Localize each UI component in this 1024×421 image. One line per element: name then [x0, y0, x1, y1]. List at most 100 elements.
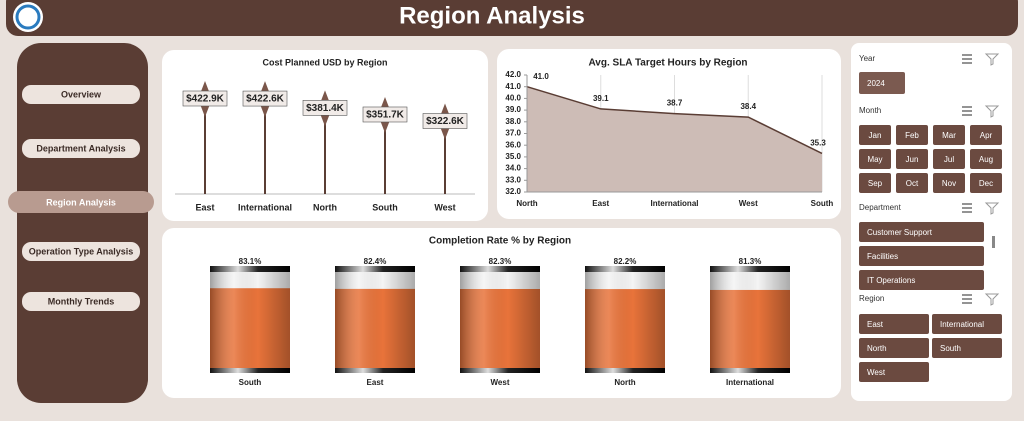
clear-filter-icon[interactable]	[984, 105, 1000, 118]
y-tick-label: 41.0	[505, 82, 521, 91]
clear-filter-icon[interactable]	[984, 53, 1000, 66]
value-label-box	[302, 100, 348, 116]
x-tick-label: South	[811, 199, 834, 208]
multi-select-icon[interactable]	[962, 294, 972, 304]
chart-title: Cost Planned USD by Region	[262, 57, 387, 67]
x-tick-label: North	[313, 202, 337, 212]
slicer-button[interactable]	[859, 246, 984, 266]
slicer-item: Sep	[868, 179, 883, 188]
value-label-box	[422, 113, 468, 129]
x-tick-label: East	[367, 378, 384, 387]
slicer-title: Year	[859, 54, 876, 63]
clear-filter-icon[interactable]	[984, 293, 1000, 306]
slicer-title: Region	[859, 294, 884, 303]
slicer-button[interactable]	[933, 125, 965, 145]
x-tick-label: West	[434, 202, 455, 212]
chart-title: Completion Rate % by Region	[429, 236, 571, 247]
slicer-item: Jan	[869, 131, 882, 140]
multi-select-icon[interactable]	[962, 203, 972, 213]
slicer-button[interactable]	[970, 125, 1002, 145]
y-tick-label: 34.0	[505, 164, 521, 173]
slicer-button[interactable]	[859, 222, 984, 242]
nav-button[interactable]	[8, 191, 154, 213]
x-tick-label: International	[726, 378, 774, 387]
y-tick-label: 33.0	[505, 175, 521, 184]
slicer-item: Nov	[942, 179, 956, 188]
value-label: 38.7	[667, 99, 683, 108]
x-tick-label: West	[491, 378, 510, 387]
slicer-item: Feb	[905, 131, 919, 140]
slicer-item: Facilities	[867, 252, 898, 261]
area	[527, 86, 822, 192]
nav-button[interactable]	[22, 292, 140, 311]
clear-filter-icon[interactable]	[984, 202, 1000, 215]
x-tick-label: East	[195, 202, 214, 212]
value-label: 35.3	[810, 138, 826, 147]
y-tick-label: 36.0	[505, 140, 521, 149]
slicer-button[interactable]	[970, 173, 1002, 193]
slicer-item: North	[867, 344, 887, 353]
value-label: $322.6K	[426, 116, 465, 127]
header-bar	[6, 0, 1018, 36]
slicer-button[interactable]	[859, 125, 891, 145]
value-label: 82.3%	[489, 257, 512, 266]
cylinder-cap	[710, 266, 790, 272]
slicer-item: Apr	[980, 131, 993, 140]
x-tick-label: International	[650, 199, 698, 208]
nav-label: Overview	[61, 89, 102, 99]
scrollbar	[992, 236, 995, 248]
slicer-button[interactable]	[859, 72, 905, 94]
nav-panel	[17, 43, 148, 403]
cylinder-shade	[460, 272, 540, 368]
cylinder-base	[210, 368, 290, 373]
slicer-button[interactable]	[859, 270, 984, 290]
slicer-item: Dec	[979, 179, 993, 188]
y-tick-label: 40.0	[505, 94, 521, 103]
y-tick-label: 37.0	[505, 129, 521, 138]
multi-select-icon[interactable]	[962, 106, 972, 116]
slicer-button[interactable]	[970, 149, 1002, 169]
value-label: 38.4	[740, 102, 756, 111]
nav-label: Monthly Trends	[48, 296, 115, 306]
value-label: 82.2%	[614, 257, 637, 266]
slicer-button[interactable]	[859, 338, 929, 358]
cylinder-shade	[335, 272, 415, 368]
value-label: $422.9K	[186, 94, 225, 105]
slicer-button[interactable]	[896, 125, 928, 145]
slicer-item: South	[940, 344, 961, 353]
value-label: $351.7K	[366, 110, 405, 121]
slicer-button[interactable]	[859, 149, 891, 169]
value-label: 83.1%	[239, 257, 262, 266]
slicer-item: East	[867, 320, 884, 329]
cylinder-shade	[210, 272, 290, 368]
multi-select-icon[interactable]	[962, 54, 972, 64]
x-tick-label: North	[516, 199, 537, 208]
nav-button[interactable]	[22, 85, 140, 104]
slicer-item: IT Operations	[867, 276, 915, 285]
nav-label: Operation Type Analysis	[29, 246, 134, 256]
nav-button[interactable]	[22, 242, 140, 261]
cylinder-cap	[210, 266, 290, 272]
x-tick-label: South	[239, 378, 262, 387]
slicer-button[interactable]	[859, 173, 891, 193]
slicer-item: May	[867, 155, 882, 164]
slicer-item: Jul	[944, 155, 954, 164]
x-tick-label: South	[372, 202, 398, 212]
slicer-item: West	[867, 368, 886, 377]
chart-title: Avg. SLA Target Hours by Region	[588, 58, 747, 69]
slicer-button[interactable]	[932, 338, 1002, 358]
x-tick-label: East	[592, 199, 609, 208]
slicer-button[interactable]	[896, 173, 928, 193]
value-label: 81.3%	[739, 257, 762, 266]
slicer-button[interactable]	[859, 314, 929, 334]
slicer-button[interactable]	[933, 173, 965, 193]
slicer-item: 2024	[867, 79, 885, 88]
slicer-button[interactable]	[859, 362, 929, 382]
y-tick-label: 39.0	[505, 105, 521, 114]
slicer-title: Month	[859, 106, 881, 115]
nav-button[interactable]	[22, 139, 140, 158]
slicer-button[interactable]	[896, 149, 928, 169]
slicer-button[interactable]	[933, 149, 965, 169]
slicer-button[interactable]	[932, 314, 1002, 334]
